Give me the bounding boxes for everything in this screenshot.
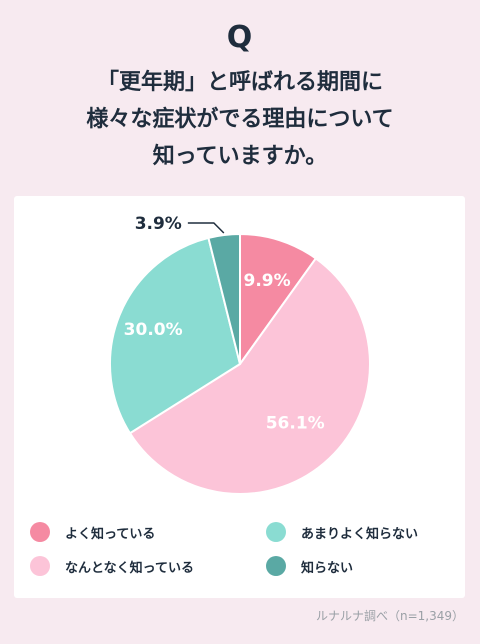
legend-item-well-known: よく知っている	[30, 520, 155, 544]
legend-label: なんとなく知っている	[65, 560, 194, 576]
legend-swatch	[30, 556, 50, 576]
pie-chart: 9.9% 56.1% 30.0% 3.9%	[109, 214, 371, 495]
legend-item-not-known: 知らない	[266, 554, 353, 578]
legend-swatch	[266, 522, 286, 542]
question-title-line-3: 知っていますか。	[152, 144, 328, 169]
legend-label: あまりよく知らない	[301, 526, 419, 542]
label-not-well-known: 30.0%	[124, 320, 183, 340]
slice-well-known	[239, 232, 318, 368]
label-somewhat-known: 56.1%	[266, 414, 325, 434]
slice-not-well-known	[109, 236, 242, 435]
legend-label: 知らない	[301, 560, 354, 576]
legend-swatch	[30, 522, 50, 542]
slice-somewhat-known	[128, 256, 371, 495]
question-title-line-2: 様々な症状がでる理由について	[86, 107, 394, 132]
source-note: ルナルナ調べ（n=1,349）	[315, 609, 464, 623]
chart-card: 9.9% 56.1% 30.0% 3.9%	[14, 196, 465, 598]
legend-item-somewhat-known: なんとなく知っている	[30, 554, 194, 578]
label-not-known: 3.9%	[135, 214, 182, 234]
legend-item-not-well-known: あまりよく知らない	[266, 520, 418, 544]
question-title-line-1: 「更年期」と呼ばれる期間に	[96, 70, 383, 95]
legend-label: よく知っている	[65, 526, 156, 542]
leader-line-not-known	[187, 222, 225, 234]
label-well-known: 9.9%	[244, 271, 291, 291]
question-mark-label: Q	[226, 20, 254, 55]
legend-swatch	[266, 556, 286, 576]
slice-not-known	[207, 232, 241, 365]
chart-legend: よく知っている なんとなく知っている あまりよく知らない 知らない	[30, 520, 460, 590]
question-title: 「更年期」と呼ばれる期間に 様々な症状がでる理由について 知っていますか。	[0, 64, 480, 175]
